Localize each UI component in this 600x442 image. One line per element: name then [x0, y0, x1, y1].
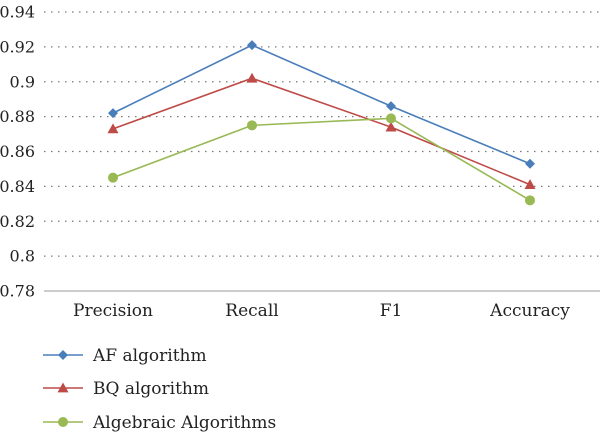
- data-point: [386, 101, 396, 112]
- y-tick-label: 0.84: [0, 177, 35, 196]
- x-tick-label: Recall: [225, 301, 278, 321]
- y-tick-label: 0.82: [0, 212, 35, 231]
- legend-marker: [58, 350, 68, 360]
- data-point: [386, 113, 396, 124]
- legend-label: AF algorithm: [92, 346, 207, 366]
- series-1: [108, 40, 535, 169]
- y-tick-label: 0.88: [0, 107, 35, 126]
- y-tick-label: 0.78: [0, 282, 35, 301]
- series-layer: [107, 40, 536, 206]
- axis-layer: 0.78 0.8 0.82 0.84 0.86 0.88 0.9 0.92 0.94 Precis…: [0, 3, 600, 321]
- x-tick-label: F1: [380, 301, 403, 321]
- data-point: [247, 120, 257, 131]
- data-point: [108, 108, 118, 119]
- y-tick-label: 0.86: [0, 142, 35, 161]
- legend-marker: [57, 382, 69, 393]
- legend-label: BQ algorithm: [93, 379, 209, 399]
- series-line: [112, 44, 531, 165]
- legend-entry: BQ algorithm: [43, 379, 209, 399]
- series-line: [112, 77, 531, 186]
- legend-label: Algebraic Algorithms: [92, 413, 276, 433]
- data-point: [108, 172, 118, 183]
- series-3: [108, 113, 535, 206]
- x-tick-label: Precision: [73, 301, 153, 321]
- data-point: [524, 179, 536, 190]
- data-point: [525, 195, 535, 206]
- data-point: [107, 123, 119, 134]
- series-2: [107, 72, 536, 190]
- data-point: [385, 121, 397, 132]
- y-tick-label: 0.92: [0, 37, 35, 56]
- data-point: [525, 158, 535, 169]
- y-tick-label: 0.94: [0, 3, 35, 22]
- data-point: [246, 72, 258, 83]
- legend: AF algorithm BQ algorithm Algebraic Algori…: [43, 346, 276, 433]
- legend-marker: [58, 417, 68, 427]
- legend-entry: AF algorithm: [43, 346, 207, 366]
- grid-layer: [44, 11, 600, 257]
- x-tick-label: Accuracy: [489, 301, 570, 321]
- y-tick-label: 0.9: [10, 72, 35, 91]
- data-point: [247, 40, 257, 51]
- y-tick-label: 0.8: [10, 247, 35, 266]
- series-line: [112, 117, 531, 202]
- legend-entry: Algebraic Algorithms: [43, 413, 276, 433]
